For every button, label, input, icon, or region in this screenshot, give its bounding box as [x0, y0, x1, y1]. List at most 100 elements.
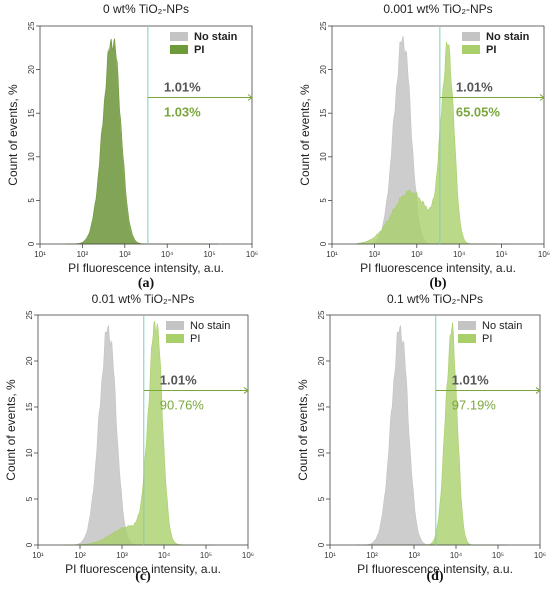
- legend-swatch-pi: [462, 45, 480, 54]
- x-tick-label: 10⁴: [450, 551, 463, 560]
- legend-label-no-stain: No stain: [190, 320, 230, 332]
- legend-swatch-pi: [170, 45, 188, 54]
- x-axis-label: PI fluorescence intensity, a.u.: [357, 562, 513, 576]
- y-tick-label: 25: [27, 21, 36, 30]
- histogram-no-stain: [65, 38, 219, 245]
- panel-caption: (c): [135, 569, 151, 584]
- x-tick-label: 10⁴: [161, 250, 174, 259]
- histogram-pi: [355, 322, 507, 546]
- x-axis-label: PI fluorescence intensity, a.u.: [360, 261, 516, 275]
- panel-a: 0 wt% TiO₂-NPs 10¹ 10² 10³ 10⁴ 10⁵ 10⁶ 0 5 10 15 20…: [6, 2, 258, 291]
- panel-c: 0.01 wt% TiO₂-NPs 10¹ 10² 10³ 10⁴ 10⁵ 10⁶ 0 5 10 1…: [4, 292, 254, 584]
- panel-b: 0.001 wt% TiO₂-NPs 10¹ 10² 10³ 10⁴ 10⁵ 10⁶ 0 5 10…: [298, 2, 550, 291]
- x-tick-label: 10¹: [326, 250, 338, 259]
- y-tick-label: 15: [319, 108, 328, 117]
- y-tick-label: 20: [319, 65, 328, 74]
- gate-arrowhead: [247, 94, 253, 101]
- y-tick-label: 25: [319, 21, 328, 30]
- x-tick-label: 10⁶: [246, 250, 258, 259]
- legend-swatch-pi: [166, 334, 184, 343]
- x-axis-label: PI fluorescence intensity, a.u.: [68, 261, 224, 275]
- histogram-no-stain: [355, 324, 507, 546]
- plot-frame: [37, 314, 249, 546]
- y-axis-label: Count of events, %: [296, 379, 310, 481]
- y-tick-label: 5: [27, 198, 36, 203]
- plot-frame: [39, 25, 253, 245]
- legend-swatch-no-stain: [166, 321, 184, 330]
- panel-caption: (d): [426, 569, 443, 584]
- gate-label-no-stain: 1.01%: [452, 372, 489, 387]
- panel-caption: (a): [138, 276, 155, 291]
- histogram-no-stain: [63, 324, 215, 546]
- y-tick-label: 20: [25, 356, 34, 365]
- legend-label-pi: PI: [194, 44, 204, 56]
- y-axis-label: Count of events, %: [4, 379, 18, 481]
- x-tick-label: 10¹: [34, 250, 46, 259]
- legend-label-no-stain: No stain: [486, 31, 530, 43]
- x-tick-label: 10¹: [324, 551, 336, 560]
- y-tick-label: 10: [319, 152, 328, 161]
- plot-frame: [331, 25, 545, 245]
- x-tick-label: 10⁵: [200, 551, 212, 560]
- histogram-pi: [63, 320, 215, 546]
- chart-title: 0 wt% TiO₂-NPs: [103, 2, 189, 16]
- y-tick-label: 15: [27, 108, 36, 117]
- y-tick-label: 25: [25, 310, 34, 319]
- gate-label-pi: 97.19%: [452, 397, 497, 412]
- histogram-pi: [65, 38, 219, 245]
- y-tick-label: 0: [319, 241, 328, 246]
- x-tick-label: 10⁵: [203, 250, 215, 259]
- legend-label-no-stain: No stain: [482, 320, 522, 332]
- x-tick-label: 10²: [369, 250, 381, 259]
- y-tick-label: 10: [317, 448, 326, 457]
- x-tick-label: 10³: [411, 250, 423, 259]
- x-tick-label: 10²: [77, 250, 89, 259]
- gate-label-pi: 1.03%: [164, 105, 201, 120]
- y-tick-label: 10: [27, 152, 36, 161]
- x-tick-label: 10⁶: [534, 551, 546, 560]
- gate-label-pi: 90.76%: [160, 397, 205, 412]
- gate-label-no-stain: 1.01%: [160, 372, 197, 387]
- y-tick-label: 5: [25, 496, 34, 501]
- gate-label-no-stain: 1.01%: [456, 80, 493, 95]
- y-tick-label: 0: [317, 542, 326, 547]
- y-tick-label: 15: [317, 402, 326, 411]
- y-tick-label: 20: [317, 356, 326, 365]
- x-axis-label: PI fluorescence intensity, a.u.: [65, 562, 221, 576]
- y-tick-label: 25: [317, 310, 326, 319]
- x-tick-label: 10⁶: [538, 250, 550, 259]
- histogram-pi: [357, 41, 511, 245]
- x-tick-label: 10³: [408, 551, 420, 560]
- x-tick-label: 10⁵: [492, 551, 504, 560]
- gate-arrowhead: [535, 387, 541, 394]
- y-tick-label: 5: [317, 496, 326, 501]
- legend-label-no-stain: No stain: [194, 31, 238, 43]
- x-tick-label: 10²: [366, 551, 378, 560]
- x-tick-label: 10⁴: [158, 551, 171, 560]
- x-tick-label: 10³: [116, 551, 128, 560]
- y-axis-label: Count of events, %: [6, 84, 20, 186]
- y-tick-label: 0: [25, 542, 34, 547]
- chart-title: 0.1 wt% TiO₂-NPs: [387, 292, 483, 306]
- y-tick-label: 15: [25, 402, 34, 411]
- legend-swatch-no-stain: [462, 32, 480, 41]
- y-tick-label: 20: [27, 65, 36, 74]
- panel-caption: (b): [429, 276, 446, 291]
- gate-arrowhead: [539, 94, 545, 101]
- plot-frame: [329, 314, 541, 546]
- legend-label-pi: PI: [486, 44, 496, 56]
- y-axis-label: Count of events, %: [298, 84, 312, 186]
- x-tick-label: 10⁶: [242, 551, 254, 560]
- legend-label-pi: PI: [190, 333, 200, 345]
- legend-swatch-no-stain: [458, 321, 476, 330]
- legend-swatch-pi: [458, 334, 476, 343]
- x-tick-label: 10³: [119, 250, 131, 259]
- x-tick-label: 10²: [74, 551, 86, 560]
- panel-d: 0.1 wt% TiO₂-NPs 10¹ 10² 10³ 10⁴ 10⁵ 10⁶ 0 5 10 15…: [296, 292, 546, 584]
- y-tick-label: 10: [25, 448, 34, 457]
- x-tick-label: 10⁵: [495, 250, 507, 259]
- x-tick-label: 10¹: [32, 551, 44, 560]
- gate-label-no-stain: 1.01%: [164, 80, 201, 95]
- chart-title: 0.001 wt% TiO₂-NPs: [383, 2, 492, 16]
